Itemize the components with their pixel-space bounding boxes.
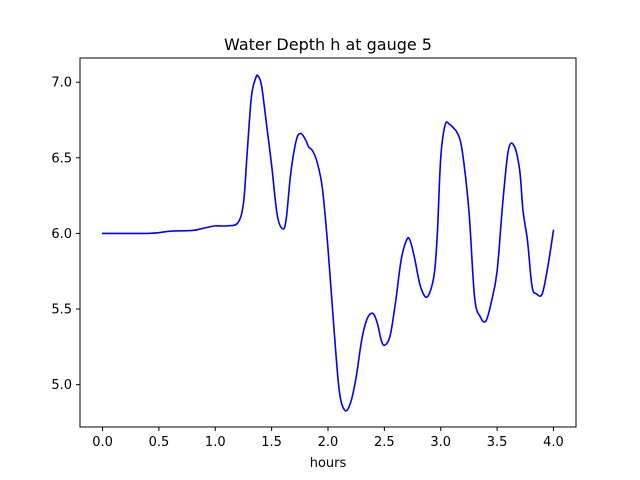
x-axis: 0.0 0.5 1.0 1.5 2.0 2.5 3.0 3.5 4.0: [92, 427, 564, 450]
x-axis-label: hours: [310, 456, 347, 471]
series-line: [101, 74, 555, 412]
x-tick-label: 1.5: [261, 435, 282, 450]
y-axis: 5.0 5.5 6.0 6.5 7.0: [51, 76, 80, 393]
x-tick-label: 1.0: [205, 435, 226, 450]
series-layer: [101, 74, 555, 412]
y-tick-label: 6.0: [51, 227, 72, 242]
x-tick-label: 4.0: [543, 435, 564, 450]
y-tick-label: 5.0: [51, 378, 72, 393]
x-tick-label: 0.5: [149, 435, 170, 450]
chart-title: Water Depth h at gauge 5: [224, 35, 432, 54]
y-tick-label: 6.5: [51, 151, 72, 166]
x-tick-label: 2.5: [374, 435, 395, 450]
x-tick-label: 0.0: [92, 435, 113, 450]
x-tick-label: 2.0: [318, 435, 339, 450]
y-tick-label: 5.5: [51, 303, 72, 318]
y-tick-label: 7.0: [51, 76, 72, 91]
x-tick-label: 3.0: [430, 435, 451, 450]
x-tick-label: 3.5: [487, 435, 508, 450]
